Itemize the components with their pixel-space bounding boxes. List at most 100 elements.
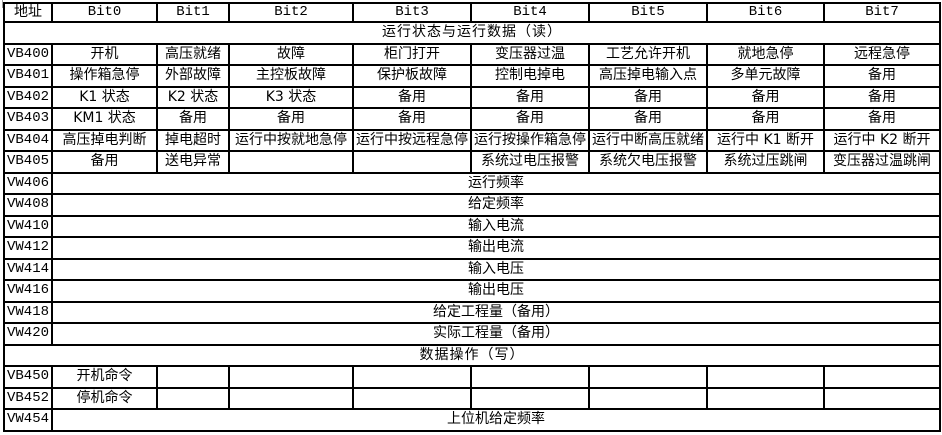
column-header-bit2: Bit2	[228, 2, 354, 23]
bit-cell: 停机命令	[51, 386, 158, 411]
column-header-address: 地址	[3, 2, 53, 23]
bit-cell: 备用	[352, 85, 472, 110]
bit-cell: 备用	[156, 107, 230, 131]
column-header-bit3: Bit3	[352, 2, 472, 23]
word-desc-cell: 上位机给定频率	[51, 408, 941, 432]
address-cell: VW416	[3, 279, 53, 303]
address-cell: VW454	[3, 408, 53, 432]
bit-cell: 开机命令	[51, 365, 158, 389]
address-cell: VB404	[3, 128, 53, 153]
bit-cell	[823, 386, 941, 411]
bit-cell: 远程急停	[823, 42, 941, 67]
column-header-bit7: Bit7	[823, 2, 941, 23]
bit-cell: 运行按操作箱急停	[470, 128, 590, 153]
column-header-bit4: Bit4	[470, 2, 590, 23]
bit-cell	[588, 386, 708, 411]
bit-cell: 柜门打开	[352, 42, 472, 67]
bit-cell: 备用	[228, 107, 354, 131]
page-edge-artifact	[2, 0, 3, 8]
register-word-row: VW406 运行频率	[3, 171, 941, 196]
address-cell: VB403	[3, 107, 53, 131]
bit-cell: 系统欠电压报警	[588, 150, 708, 174]
bit-cell: K3 状态	[228, 85, 354, 110]
bit-cell: 备用	[706, 85, 825, 110]
bit-cell: 备用	[823, 64, 941, 88]
section-header-row: 运行状态与运行数据（读）	[3, 21, 941, 45]
word-desc-cell: 输出电压	[51, 279, 941, 303]
bit-cell: 送电异常	[156, 150, 230, 174]
register-word-row: VW412 输出电流	[3, 236, 941, 260]
bit-cell	[706, 365, 825, 389]
address-cell: VW410	[3, 214, 53, 239]
bit-cell: 掉电超时	[156, 128, 230, 153]
word-desc-cell: 给定工程量（备用）	[51, 300, 941, 325]
register-word-row: VW416 输出电压	[3, 279, 941, 303]
bit-cell: 备用	[51, 150, 158, 174]
bit-cell	[156, 386, 230, 411]
address-cell: VB452	[3, 386, 53, 411]
bit-cell: 备用	[706, 107, 825, 131]
bit-cell	[228, 150, 354, 174]
bit-cell: 主控板故障	[228, 64, 354, 88]
register-map-table: 地址 Bit0 Bit1 Bit2 Bit3 Bit4 Bit5 Bit6 Bit7 运行状态与…	[3, 2, 941, 432]
column-header-bit0: Bit0	[51, 2, 158, 23]
bit-cell: 运行中 K1 断开	[706, 128, 825, 153]
bit-cell: 运行中按就地急停	[228, 128, 354, 153]
column-header-bit6: Bit6	[706, 2, 825, 23]
bit-cell: 备用	[470, 85, 590, 110]
address-cell: VW414	[3, 257, 53, 282]
bit-cell	[470, 386, 590, 411]
bit-cell: 系统过压跳闸	[706, 150, 825, 174]
bit-cell: 控制电掉电	[470, 64, 590, 88]
bit-cell	[823, 365, 941, 389]
register-bit-row: VB402 K1 状态 K2 状态 K3 状态 备用 备用 备用 备用 备用	[3, 85, 941, 110]
word-desc-cell: 输出电流	[51, 236, 941, 260]
bit-cell: 开机	[51, 42, 158, 67]
bit-cell: 备用	[588, 85, 708, 110]
address-cell: VB401	[3, 64, 53, 88]
address-cell: VB400	[3, 42, 53, 67]
bit-cell: 备用	[352, 107, 472, 131]
register-word-row: VW414 输入电压	[3, 257, 941, 282]
word-desc-cell: 运行频率	[51, 171, 941, 196]
word-desc-cell: 给定频率	[51, 193, 941, 217]
bit-cell: 备用	[823, 85, 941, 110]
bit-cell: 高压掉电判断	[51, 128, 158, 153]
bit-cell	[352, 150, 472, 174]
bit-cell: 备用	[588, 107, 708, 131]
bit-cell: 备用	[470, 107, 590, 131]
section-title: 运行状态与运行数据（读）	[3, 21, 941, 45]
bit-cell: 多单元故障	[706, 64, 825, 88]
word-desc-cell: 输入电流	[51, 214, 941, 239]
bit-cell: 故障	[228, 42, 354, 67]
register-bit-row: VB403 KM1 状态 备用 备用 备用 备用 备用 备用 备用	[3, 107, 941, 131]
bit-cell: KM1 状态	[51, 107, 158, 131]
word-desc-cell: 输入电压	[51, 257, 941, 282]
section-header-row: 数据操作（写）	[3, 343, 941, 368]
register-bit-row: VB400 开机 高压就绪 故障 柜门打开 变压器过温 工艺允许开机 就地急停 远程急停	[3, 42, 941, 67]
bit-cell: 就地急停	[706, 42, 825, 67]
bit-cell: 高压就绪	[156, 42, 230, 67]
bit-cell: 外部故障	[156, 64, 230, 88]
address-cell: VW418	[3, 300, 53, 325]
register-bit-row: VB450 开机命令	[3, 365, 941, 389]
address-cell: VW406	[3, 171, 53, 196]
word-desc-cell: 实际工程量（备用）	[51, 322, 941, 346]
bit-cell: 工艺允许开机	[588, 42, 708, 67]
bit-cell	[156, 365, 230, 389]
bit-cell	[352, 386, 472, 411]
bit-cell	[228, 365, 354, 389]
address-cell: VB405	[3, 150, 53, 174]
bit-cell: 系统过电压报警	[470, 150, 590, 174]
register-word-row: VW418 给定工程量（备用）	[3, 300, 941, 325]
register-word-row: VW454 上位机给定频率	[3, 408, 941, 432]
address-cell: VW420	[3, 322, 53, 346]
section-title: 数据操作（写）	[3, 343, 941, 368]
bit-cell: 高压掉电输入点	[588, 64, 708, 88]
address-cell: VB402	[3, 85, 53, 110]
bit-cell	[706, 386, 825, 411]
address-cell: VW412	[3, 236, 53, 260]
register-bit-row: VB401 操作箱急停 外部故障 主控板故障 保护板故障 控制电掉电 高压掉电输入点 多单元故…	[3, 64, 941, 88]
bit-cell	[228, 386, 354, 411]
bit-cell: 变压器过温	[470, 42, 590, 67]
